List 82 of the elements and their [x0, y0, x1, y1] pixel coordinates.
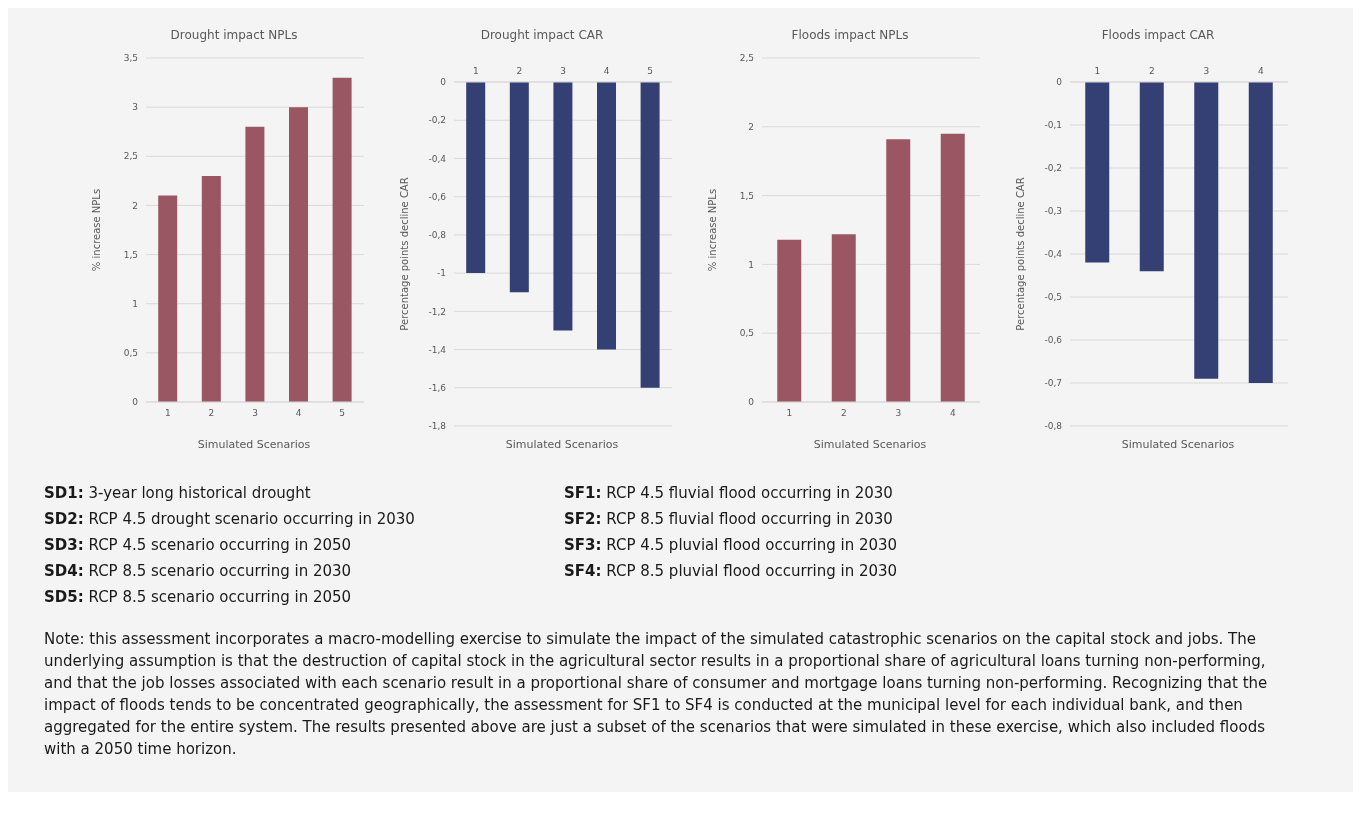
y-tick-label: 1,5 — [123, 249, 138, 260]
y-tick-label: 1,5 — [739, 190, 754, 201]
y-tick-label: 0,5 — [123, 348, 138, 359]
y-tick-label: 2 — [132, 200, 138, 211]
text: Note: this assessment incorporates a macro-modelling exercise to simulate the impact of the simulated catastrophic scenarios on the capital stock and jobs. The underlying assumption is that the destruction of capital stock in the agricultural sector results in a proportional share of agricultural loans turning non-performing, and that the job losses associated with each scenario result in a proportional share of consumer and mortgage loans turning non-performing. Recognizing that the impact of floods tends to be concentrated geographically, the assessment for SF1 to SF4 is conducted at the municipal level for each individual bank, and then aggregated for the entire system. The results presented above are just a subset of the scenarios that were simulated in these exercise, which also included floods with a 2050 time horizon. — [44, 629, 1269, 760]
y-tick-label: -0,3 — [1044, 206, 1062, 217]
chart-title: Floods impact CAR — [1100, 28, 1216, 44]
y-axis-title: % increase NPLs — [90, 188, 102, 272]
y-tick-label: 3,5 — [123, 53, 138, 64]
x-tick-label: 3 — [252, 408, 258, 419]
y-tick-label: -0,4 — [428, 153, 447, 164]
x-axis-title: Simulated Scenarios — [196, 438, 312, 451]
text: SF4: RCP 8.5 pluvial flood occurring in 2030 — [564, 561, 899, 582]
x-tick-label: 2 — [208, 408, 215, 419]
x-axis-title: Simulated Scenarios — [504, 438, 620, 451]
chart-title: Drought impact CAR — [479, 28, 605, 44]
y-tick-label: 2 — [748, 122, 754, 132]
x-tick-label: 4 — [295, 408, 302, 419]
x-tick-label: 1 — [472, 66, 479, 76]
x-tick-label: 1 — [786, 408, 793, 419]
y-tick-label: 0 — [748, 397, 755, 408]
x-tick-label: 5 — [339, 408, 346, 419]
y-tick-label: 0 — [440, 77, 447, 88]
y-tick-label: -0,8 — [428, 230, 447, 241]
x-tick-label: 1 — [1094, 66, 1101, 76]
y-tick-label: -0,8 — [1044, 421, 1063, 432]
chart-title: Floods impact NPLs — [790, 28, 910, 44]
bar — [332, 77, 352, 402]
x-tick-label: 4 — [603, 66, 610, 76]
y-tick-label: -0,7 — [1044, 378, 1062, 389]
y-tick-label: -0,2 — [1044, 163, 1062, 174]
y-tick-label: 1 — [132, 298, 138, 309]
bar — [289, 107, 309, 402]
text: SF1: RCP 4.5 fluvial flood occurring in 2030 — [564, 483, 894, 504]
text: SD2: RCP 4.5 drought scenario occurring in 2030 — [44, 509, 416, 530]
bar — [831, 234, 856, 402]
y-tick-label: -1 — [437, 268, 446, 279]
bar — [245, 126, 265, 402]
y-tick-label: -1,4 — [428, 344, 447, 355]
y-tick-label: 1 — [748, 259, 754, 270]
y-axis-title: Percentage points decline CAR — [1014, 177, 1026, 331]
text: SF2: RCP 8.5 fluvial flood occurring in 2030 — [564, 509, 894, 530]
y-tick-label: -0,2 — [428, 115, 446, 126]
bar — [886, 139, 911, 402]
y-tick-label: -0,1 — [1044, 120, 1062, 131]
y-tick-label: 2,5 — [123, 151, 138, 162]
y-tick-label: -0,4 — [1044, 249, 1063, 260]
bar — [158, 195, 178, 402]
y-tick-label: -0,6 — [1044, 335, 1063, 346]
x-tick-label: 2 — [1148, 66, 1155, 76]
y-tick-label: -1,8 — [428, 421, 447, 432]
text: SF3: RCP 4.5 pluvial flood occurring in 2030 — [564, 535, 899, 556]
text: SD1: 3-year long historical drought — [44, 483, 312, 504]
text: SD4: RCP 8.5 scenario occurring in 2030 — [44, 561, 353, 582]
x-tick-label: 5 — [647, 66, 654, 76]
chart-title: Drought impact NPLs — [169, 28, 299, 44]
text: SD3: RCP 4.5 scenario occurring in 2050 — [44, 535, 353, 556]
x-tick-label: 3 — [895, 408, 902, 419]
x-tick-label: 2 — [840, 408, 847, 419]
x-tick-label: 4 — [1257, 66, 1264, 76]
y-axis-title: % increase NPLs — [706, 188, 718, 272]
y-tick-label: -1,2 — [428, 306, 446, 317]
x-tick-label: 4 — [949, 408, 956, 419]
y-tick-label: 0,5 — [739, 328, 754, 339]
y-axis-title: Percentage points decline CAR — [398, 177, 410, 331]
bar — [201, 175, 221, 402]
bar — [940, 133, 965, 402]
bar — [777, 239, 802, 402]
x-tick-label: 2 — [516, 66, 523, 76]
y-tick-label: 0 — [132, 397, 139, 408]
x-tick-label: 3 — [1203, 66, 1210, 76]
text: SD5: RCP 8.5 scenario occurring in 2050 — [44, 587, 353, 608]
x-axis-title: Simulated Scenarios — [812, 438, 928, 451]
y-tick-label: 3 — [132, 102, 138, 113]
y-tick-label: 0 — [1056, 77, 1063, 88]
y-tick-label: -0,5 — [1044, 292, 1062, 303]
y-tick-label: 2,5 — [739, 53, 754, 64]
x-tick-label: 3 — [560, 66, 566, 76]
y-tick-label: -0,6 — [428, 191, 447, 202]
y-tick-label: -1,6 — [428, 382, 447, 393]
x-axis-title: Simulated Scenarios — [1120, 438, 1236, 451]
x-tick-label: 1 — [164, 408, 171, 419]
